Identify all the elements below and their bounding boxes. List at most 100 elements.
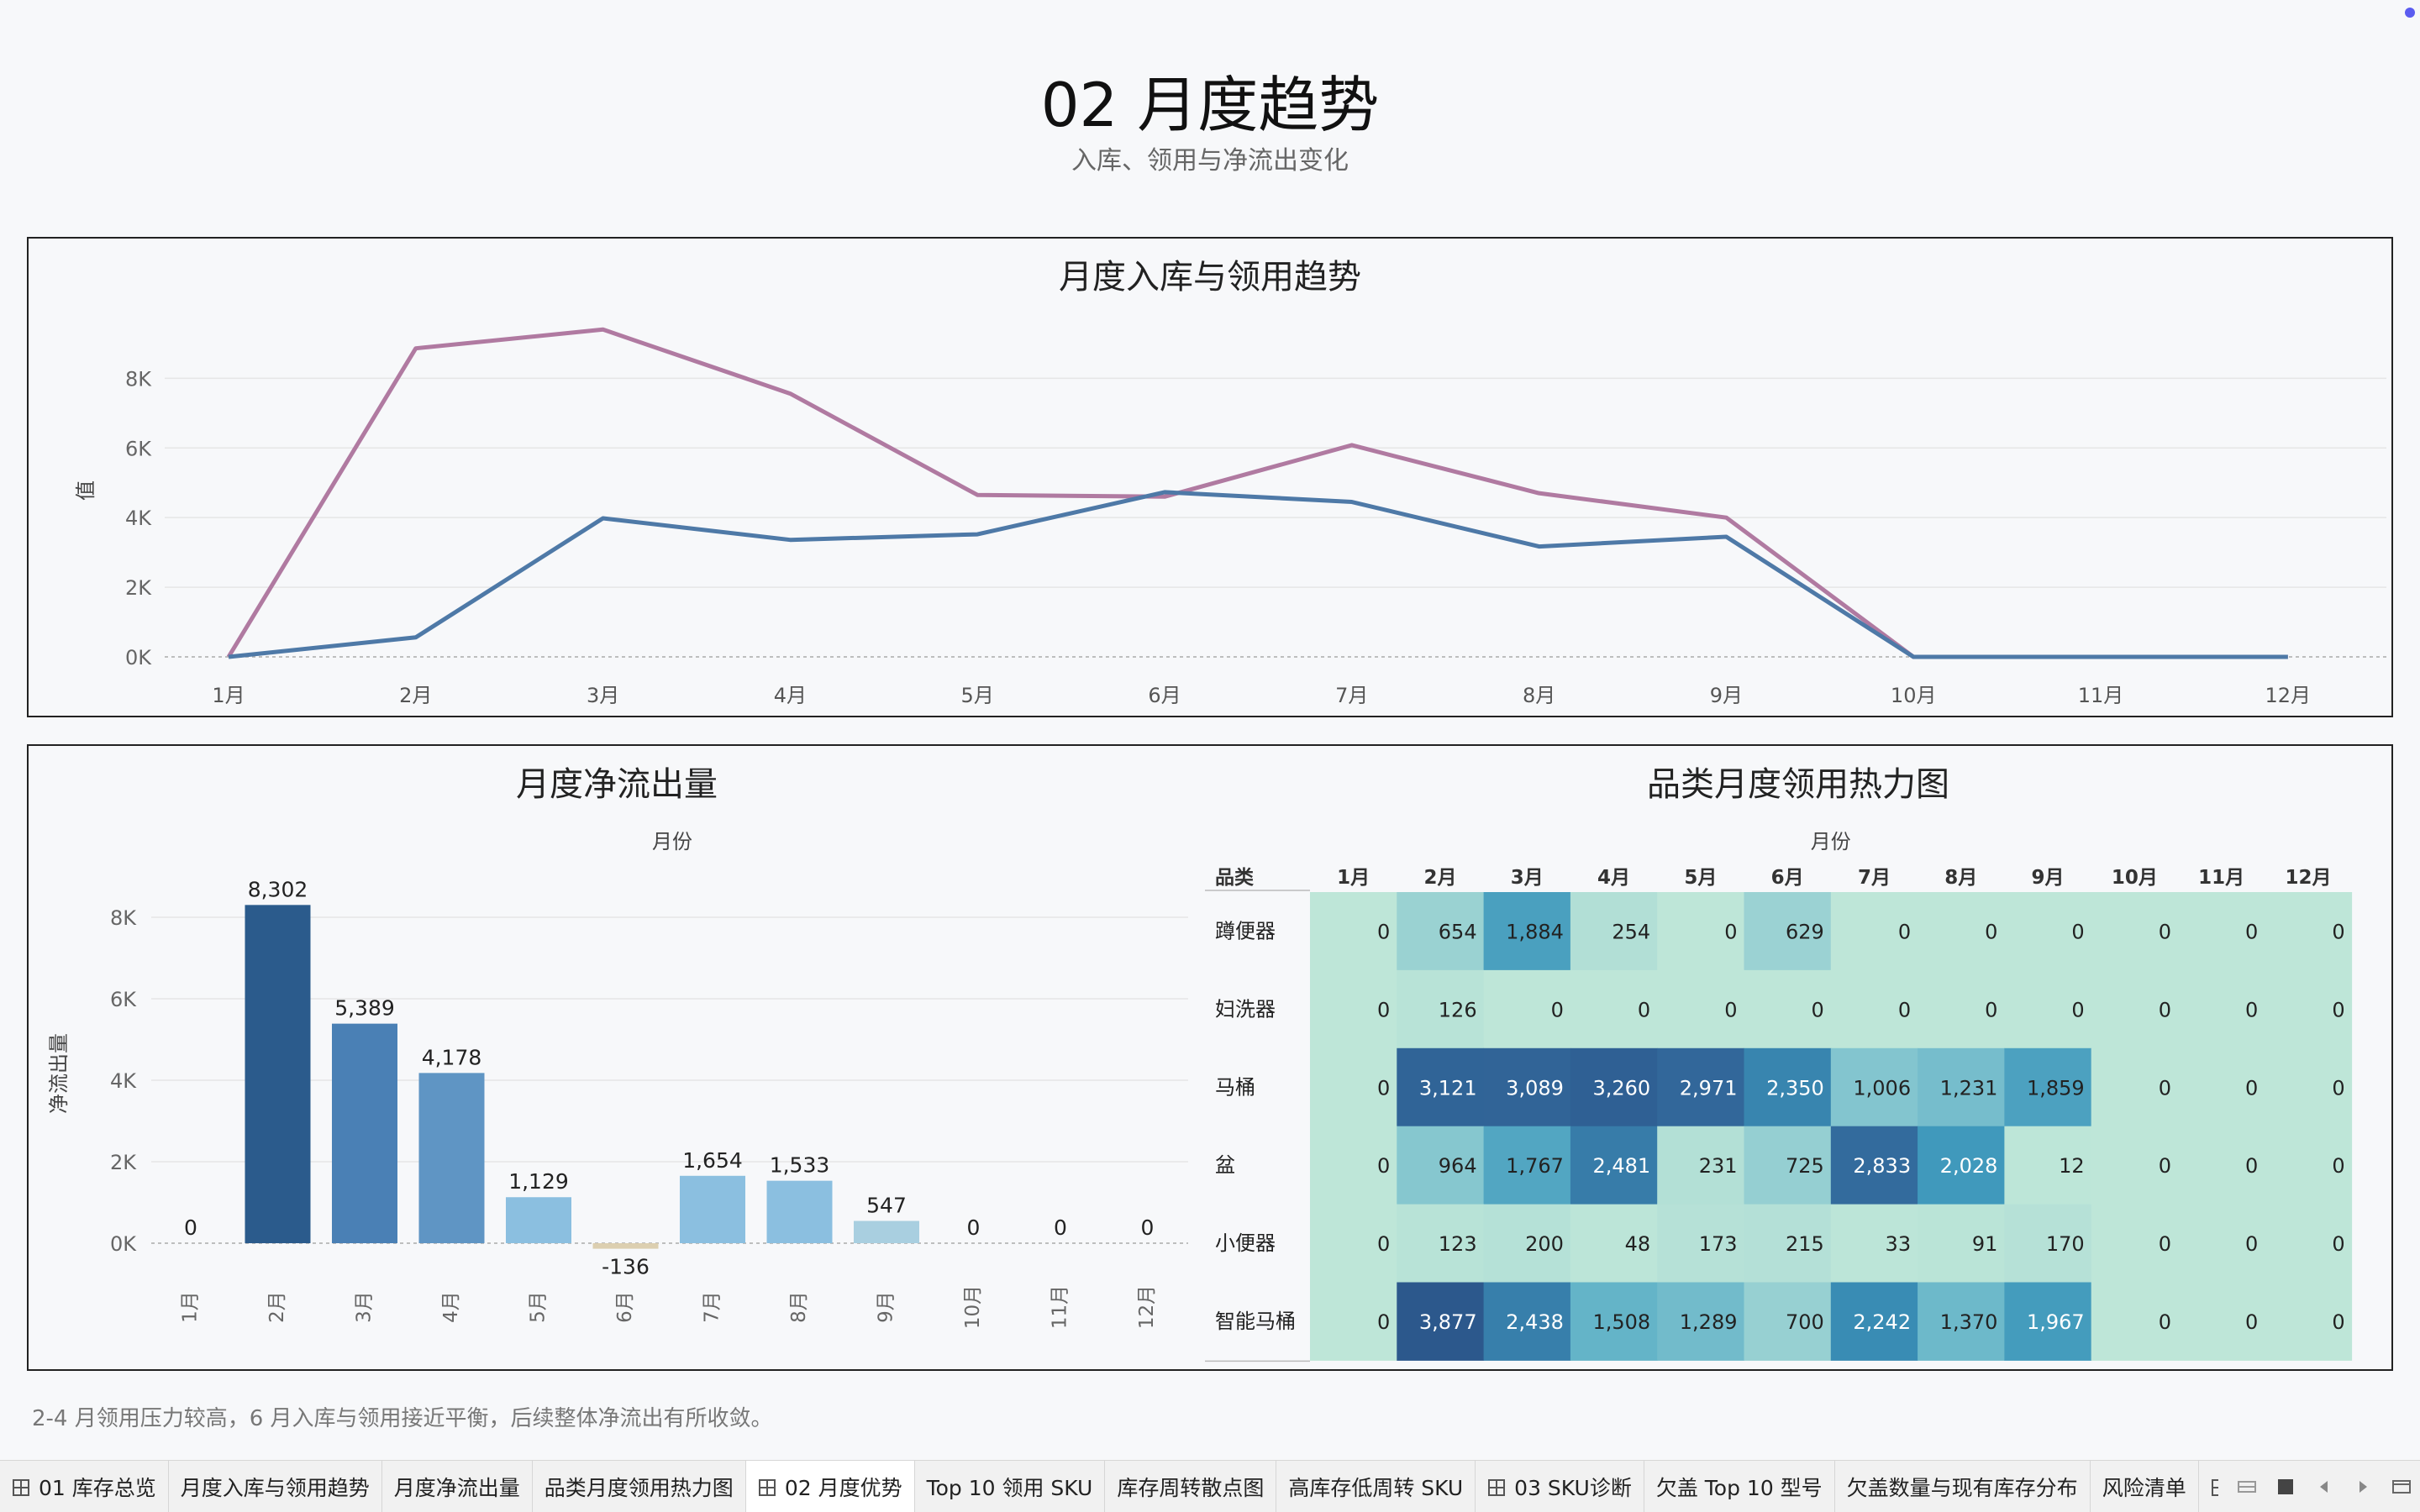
sheet-tab[interactable]: 01 库存总览 [0,1461,169,1512]
heatmap-cell[interactable] [2265,1047,2353,1127]
bar[interactable] [592,1243,659,1249]
heatmap-cell[interactable] [1744,1047,1832,1127]
heatmap-cell[interactable] [1918,969,2005,1049]
heatmap-cell[interactable] [1310,969,1397,1049]
bar[interactable] [418,1073,485,1243]
heatmap-cell[interactable] [1570,1126,1658,1205]
heatmap-cell[interactable] [2265,892,2353,971]
heatmap-cell[interactable] [2265,1126,2353,1205]
sheet-tab[interactable]: 品类月度领用热力图 [533,1461,746,1512]
heatmap-cell[interactable] [1657,1282,1744,1361]
heatmap-cell[interactable] [1483,1126,1571,1205]
heatmap-cell[interactable] [2091,1204,2179,1283]
scroll-left-icon[interactable] [2314,1477,2334,1497]
heatmap-cell[interactable] [1830,1282,1918,1361]
sheet-tab[interactable]: Top 10 领用 SKU [915,1461,1106,1512]
heatmap-cell[interactable] [2091,892,2179,971]
show-filmstrip-icon[interactable] [2237,1477,2257,1497]
heatmap-cell[interactable] [1918,1282,2005,1361]
heatmap-cell[interactable] [1397,1282,1485,1361]
show-sheet-icon[interactable] [2275,1477,2296,1497]
heatmap-cell[interactable] [2178,892,2265,971]
sheet-tab[interactable]: 03 SKU诊断 [1476,1461,1644,1512]
bar[interactable] [506,1197,571,1243]
sheet-tab[interactable]: 02 月度优势 [745,1461,915,1512]
heatmap-cell[interactable] [2265,1282,2353,1361]
heatmap-cell[interactable] [2004,892,2092,971]
heatmap-cell[interactable] [2178,1204,2265,1283]
heatmap-cell[interactable] [1657,969,1744,1049]
heatmap-cell[interactable] [1657,1126,1744,1205]
heatmap-cell[interactable] [1397,1047,1485,1127]
sheet-tab[interactable]: 欠盖数量与现有库存分布 [1835,1461,2091,1512]
scroll-right-icon[interactable] [2353,1477,2373,1497]
heatmap-cell[interactable] [1744,1126,1832,1205]
series-line[interactable] [228,490,2288,659]
heatmap-cell[interactable] [1918,1126,2005,1205]
heatmap-cell[interactable] [1397,892,1485,971]
heatmap-cell[interactable] [2091,1047,2179,1127]
heatmap-cell[interactable] [1570,1282,1658,1361]
heatmap-cell[interactable] [2265,969,2353,1049]
heatmap-cell[interactable] [1397,969,1485,1049]
bar[interactable] [766,1180,833,1243]
heatmap-cell[interactable] [1830,1047,1918,1127]
heatmap-cell[interactable] [1657,892,1744,971]
bar[interactable] [680,1175,745,1243]
sheet-tab[interactable]: 风险清单 [2091,1461,2199,1512]
heatmap-cell[interactable] [1918,892,2005,971]
heatmap-cell[interactable] [2178,1282,2265,1361]
heatmap-cell[interactable] [1397,1126,1485,1205]
heatmap-cell[interactable] [2178,1047,2265,1127]
sheet-tab[interactable]: 04 风险预 [2199,1461,2218,1512]
heatmap-cell[interactable] [1483,1282,1571,1361]
heatmap-cell[interactable] [1310,1126,1397,1205]
heatmap-cell[interactable] [1918,1204,2005,1283]
heatmap-cell[interactable] [1744,892,1832,971]
heatmap-cell[interactable] [1657,1047,1744,1127]
heatmap-cell[interactable] [1570,969,1658,1049]
heatmap-cell[interactable] [2091,969,2179,1049]
heatmap-cell[interactable] [1744,1204,1832,1283]
sheet-tab[interactable]: 欠盖 Top 10 型号 [1644,1461,1835,1512]
heatmap-cell[interactable] [1570,1047,1658,1127]
heatmap-cell[interactable] [1744,969,1832,1049]
sheet-tab[interactable]: 月度入库与领用趋势 [169,1461,382,1512]
heatmap-cell[interactable] [1744,1282,1832,1361]
heatmap-cell[interactable] [2004,1204,2092,1283]
heatmap-cell[interactable] [1918,1047,2005,1127]
sheet-tab[interactable]: 高库存低周转 SKU [1276,1461,1476,1512]
heatmap-cell[interactable] [1570,892,1658,971]
line-chart-panel[interactable]: 月度入库与领用趋势 值 0K 2K 4K 6K 8K 1月 2月 3月 4月 5月 6月 7月 8月 9月 1… [27,237,2393,717]
heatmap-cell[interactable] [2091,1126,2179,1205]
heatmap-cell[interactable] [2004,969,2092,1049]
heatmap-cell[interactable] [2178,969,2265,1049]
heatmap-cell[interactable] [1310,1047,1397,1127]
heatmap-cell[interactable] [1657,1204,1744,1283]
bar[interactable] [332,1023,397,1243]
heatmap-cell[interactable] [2004,1126,2092,1205]
heatmap-cell[interactable] [1310,1204,1397,1283]
heatmap-cell[interactable] [1830,892,1918,971]
bar[interactable] [854,1221,919,1243]
heatmap-cell[interactable] [1310,1282,1397,1361]
heatmap-cell[interactable] [1483,892,1571,971]
line-chart[interactable]: 值 0K 2K 4K 6K 8K 1月 2月 3月 4月 5月 6月 7月 8月 9月 10月 11月 12月 [29,239,2391,716]
heatmap-cell[interactable] [1483,969,1571,1049]
heatmap-cell[interactable] [1830,1204,1918,1283]
heatmap-cell[interactable] [1830,1126,1918,1205]
heatmap-cell[interactable] [1483,1204,1571,1283]
sheet-sorter-icon[interactable] [2391,1477,2412,1497]
heatmap-cell[interactable] [2004,1282,2092,1361]
heatmap-cell[interactable] [2265,1204,2353,1283]
heatmap-cell[interactable] [1397,1204,1485,1283]
heatmap-cell[interactable] [2178,1126,2265,1205]
heatmap-cell[interactable] [1830,969,1918,1049]
heatmap-cell[interactable] [1310,892,1397,971]
heatmap-cell[interactable] [1570,1204,1658,1283]
sheet-tab[interactable]: 月度净流出量 [382,1461,533,1512]
heatmap-cell[interactable] [1483,1047,1571,1127]
sheet-tab[interactable]: 库存周转散点图 [1105,1461,1277,1512]
